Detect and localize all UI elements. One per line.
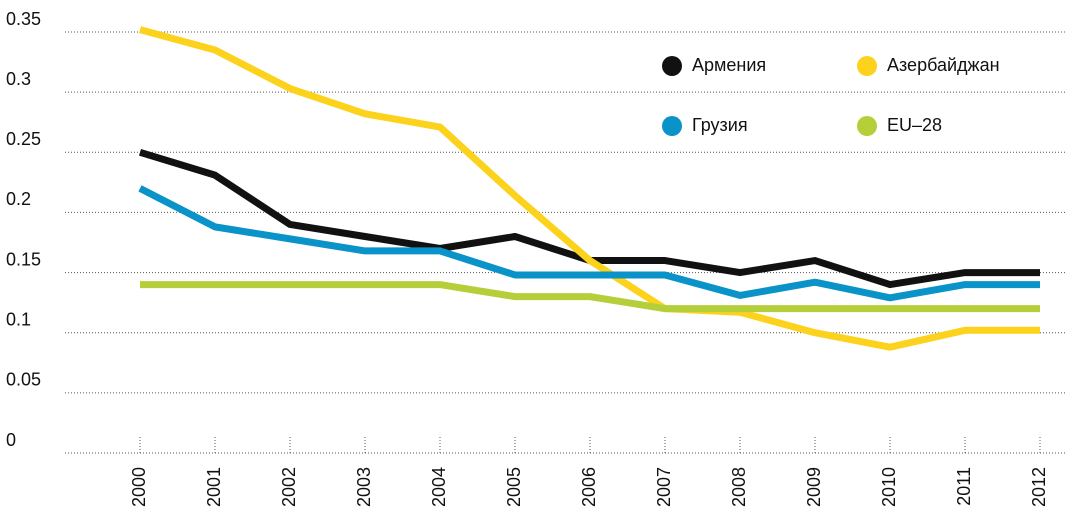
y-tick-label: 0.35 [6, 9, 41, 29]
legend-label: EU–28 [887, 115, 942, 135]
x-tick-label: 2003 [354, 467, 374, 507]
series-line [139, 26, 1040, 351]
legend-marker [857, 116, 877, 136]
legend-label: Армения [692, 55, 766, 75]
x-tick-label: 2001 [204, 467, 224, 507]
legend-marker [662, 116, 682, 136]
legend-label: Азербайджан [887, 55, 1000, 75]
x-tick-label: 2009 [804, 467, 824, 507]
y-tick-label: 0.2 [6, 189, 31, 209]
x-tick-label: 2011 [954, 467, 974, 506]
y-tick-label: 0.3 [6, 69, 31, 89]
y-tick-label: 0.05 [6, 370, 41, 390]
x-tick-label: 2000 [129, 467, 149, 507]
y-tick-label: 0.15 [6, 249, 41, 269]
x-tick-label: 2004 [429, 467, 449, 507]
x-tick-label: 2008 [729, 467, 749, 507]
y-tick-label: 0 [6, 430, 16, 450]
x-tick-label: 2005 [504, 467, 524, 507]
x-tick-label: 2002 [279, 467, 299, 507]
legend-marker [857, 56, 877, 76]
series-line [138, 185, 1040, 302]
legend-marker [662, 56, 682, 76]
x-tick-label: 2012 [1029, 467, 1049, 507]
x-tick-label: 2006 [579, 467, 599, 507]
y-tick-label: 0.1 [6, 309, 31, 329]
series-line [138, 148, 1040, 289]
y-tick-label: 0.25 [6, 129, 41, 149]
legend-label: Грузия [692, 115, 748, 135]
series-line [140, 281, 1040, 313]
x-tick-label: 2007 [654, 467, 674, 507]
x-tick-label: 2010 [879, 467, 899, 507]
